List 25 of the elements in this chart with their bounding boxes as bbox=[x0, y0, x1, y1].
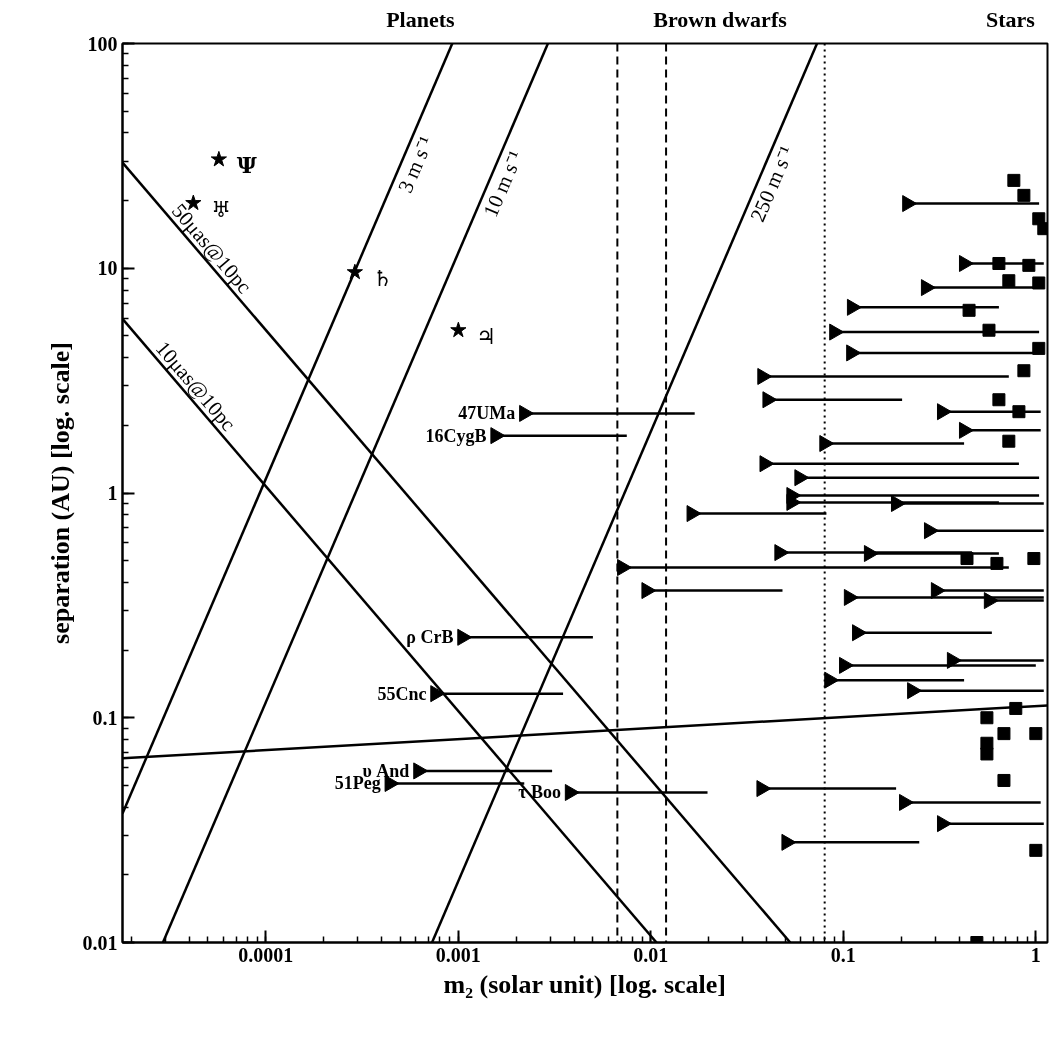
y-axis-title: separation (AU) [log. scale] bbox=[45, 342, 75, 644]
series-label: ♄ bbox=[372, 265, 393, 292]
text: Planets bbox=[386, 6, 456, 32]
y-tick-label: 1 bbox=[107, 482, 118, 504]
x-axis-title: m₂ (solar unit) [log. scale] bbox=[443, 969, 726, 999]
text: 250 m s⁻¹ bbox=[745, 142, 799, 226]
text: Brown dwarfs bbox=[653, 6, 788, 32]
y-tick-label: 100 bbox=[87, 32, 118, 55]
text: Stars bbox=[986, 6, 1036, 32]
y-tick-label: 10 bbox=[97, 257, 118, 280]
y-tick-label: 0.1 bbox=[92, 706, 118, 729]
x-tick-label: 0.001 bbox=[435, 943, 481, 966]
annotation: 55Cnc bbox=[377, 683, 427, 704]
text: 10 m s⁻¹ bbox=[478, 147, 528, 221]
annotation: τ Boo bbox=[518, 782, 561, 803]
x-tick-label: 0.01 bbox=[633, 943, 669, 966]
series-label: Ψ bbox=[236, 152, 257, 179]
x-tick-label: 0.0001 bbox=[238, 943, 294, 966]
text: 3 m s⁻¹ bbox=[393, 132, 439, 197]
x-tick-label: 1 bbox=[1030, 943, 1041, 966]
annotation: ρ CrB bbox=[406, 627, 454, 648]
annotation: 16CygB bbox=[425, 425, 487, 446]
annotation: 47UMa bbox=[458, 403, 516, 424]
x-tick-label: 0.1 bbox=[830, 943, 856, 966]
series-label: ♃ bbox=[476, 323, 497, 350]
